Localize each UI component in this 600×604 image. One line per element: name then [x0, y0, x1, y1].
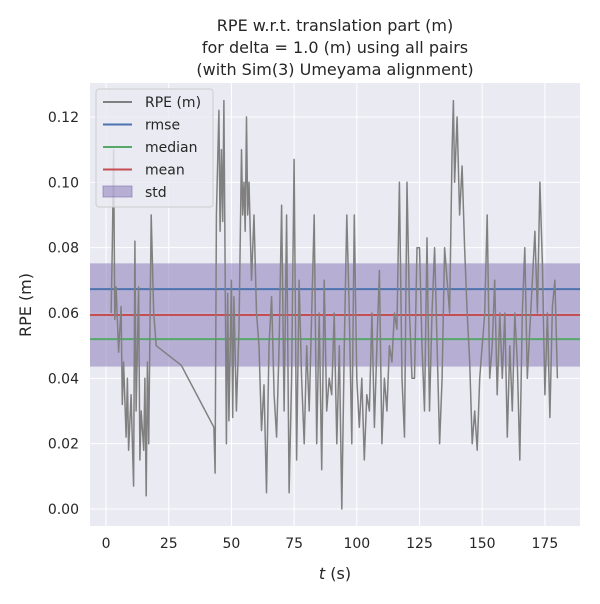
x-tick-label: 0 [102, 536, 111, 552]
chart-title-line-1: RPE w.r.t. translation part (m) [217, 16, 453, 35]
x-tick-label: 150 [469, 536, 496, 552]
x-tick-label: 75 [285, 536, 303, 552]
x-tick-label: 125 [406, 536, 433, 552]
x-tick-label: 50 [223, 536, 241, 552]
chart-title-line-3: (with Sim(3) Umeyama alignment) [196, 60, 473, 79]
legend-label: median [145, 140, 197, 156]
y-tick-label: 0.10 [48, 175, 79, 191]
y-tick-label: 0.12 [48, 110, 79, 126]
x-tick-label: 25 [160, 536, 178, 552]
y-tick-label: 0.02 [48, 437, 79, 453]
x-axis-label: t (s) [319, 564, 351, 583]
legend-label: rmse [145, 118, 180, 134]
y-tick-label: 0.04 [48, 371, 79, 387]
legend: RPE (m) rmse median mean std [95, 88, 214, 208]
chart-title-line-2: for delta = 1.0 (m) using all pairs [202, 38, 468, 57]
x-tick-label: 100 [343, 536, 370, 552]
y-tick-label: 0.00 [48, 502, 79, 518]
legend-swatch-std [102, 185, 133, 198]
y-tick-label: 0.06 [48, 306, 79, 322]
legend-label: std [145, 185, 167, 201]
legend-label: mean [145, 163, 185, 179]
x-tick-label: 175 [532, 536, 559, 552]
y-axis-label: RPE (m) [16, 273, 35, 337]
y-tick-label: 0.08 [48, 241, 79, 257]
rpe-series-line [110, 99, 559, 510]
legend-label: RPE (m) [145, 95, 201, 111]
